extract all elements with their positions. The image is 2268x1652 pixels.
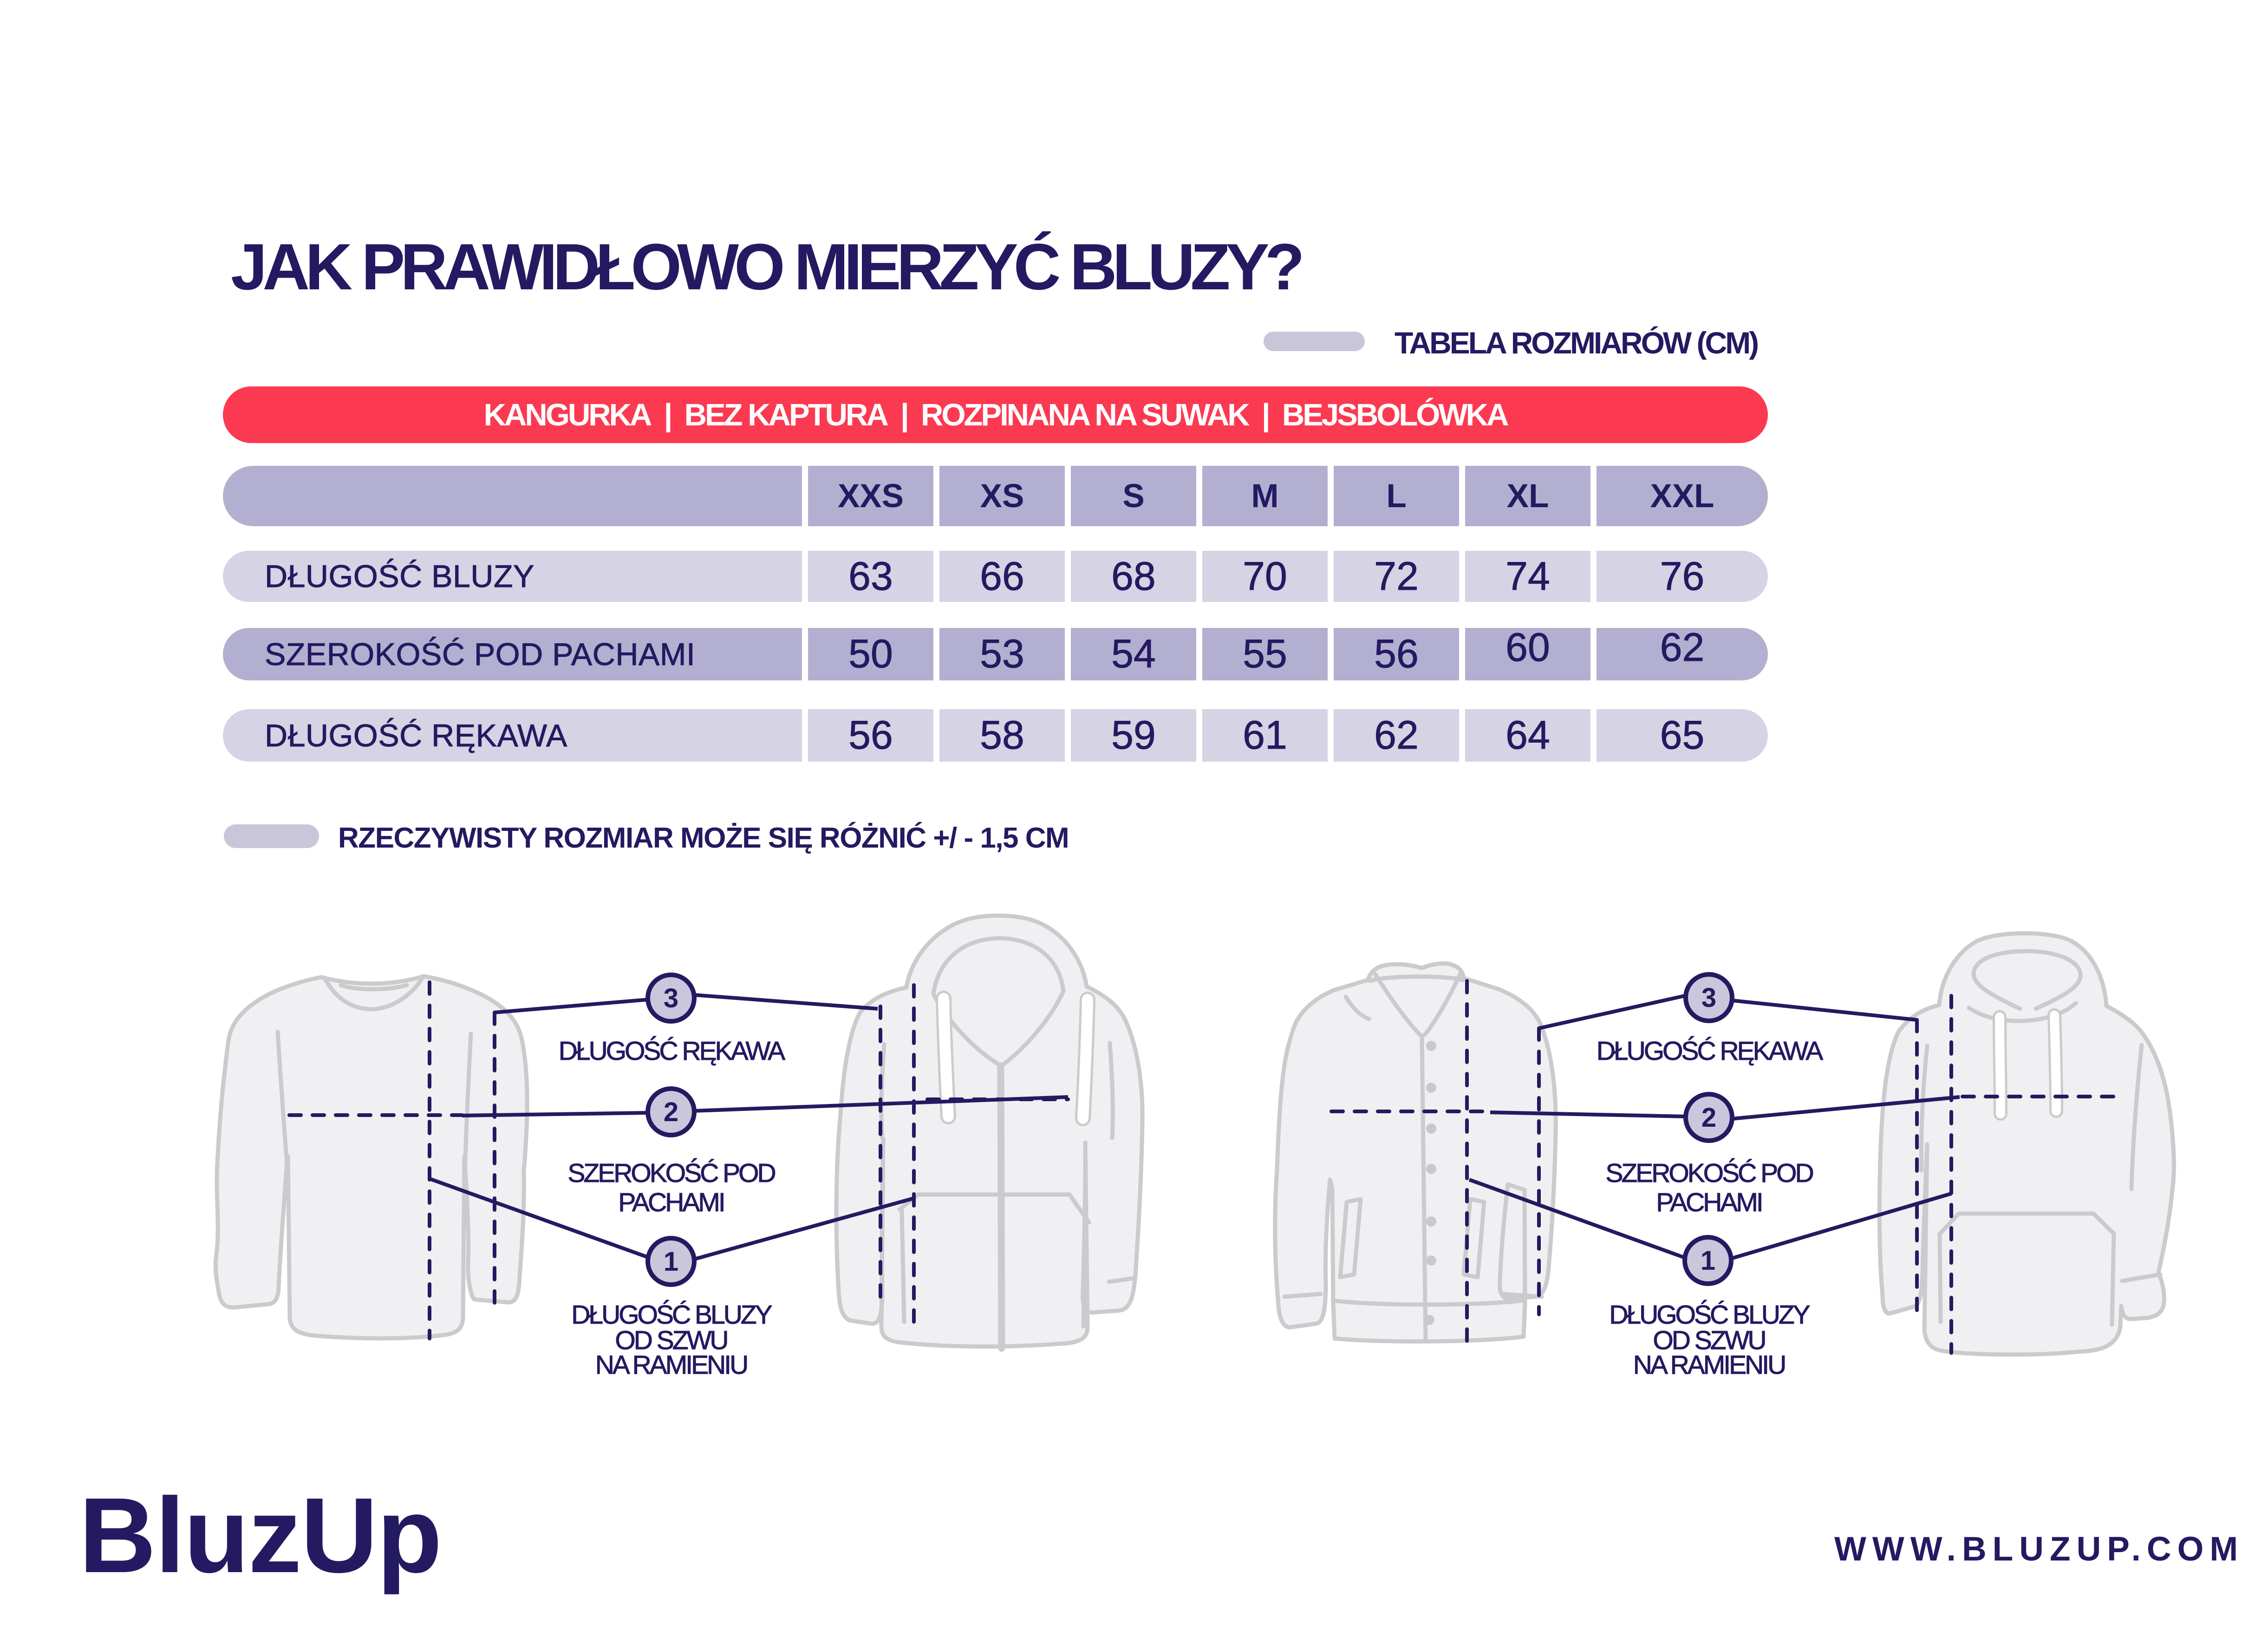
svg-text:DŁUGOŚĆ BLUZY: DŁUGOŚĆ BLUZY: [571, 1299, 772, 1330]
svg-text:1: 1: [664, 1247, 678, 1277]
svg-text:2: 2: [664, 1097, 678, 1127]
svg-text:1: 1: [1701, 1246, 1715, 1276]
svg-text:PACHAMI: PACHAMI: [1656, 1188, 1761, 1217]
svg-text:PACHAMI: PACHAMI: [618, 1188, 723, 1217]
svg-text:3: 3: [1701, 983, 1716, 1013]
svg-text:3: 3: [664, 983, 678, 1013]
svg-text:DŁUGOŚĆ RĘKAWA: DŁUGOŚĆ RĘKAWA: [559, 1036, 786, 1066]
svg-text:OD SZWU: OD SZWU: [1653, 1326, 1765, 1355]
svg-text:SZEROKOŚĆ POD: SZEROKOŚĆ POD: [567, 1158, 775, 1188]
svg-text:DŁUGOŚĆ BLUZY: DŁUGOŚĆ BLUZY: [1609, 1299, 1810, 1330]
svg-text:NA RAMIENIU: NA RAMIENIU: [595, 1350, 747, 1380]
svg-text:OD SZWU: OD SZWU: [615, 1326, 727, 1355]
svg-text:NA RAMIENIU: NA RAMIENIU: [1633, 1350, 1785, 1380]
svg-text:DŁUGOŚĆ RĘKAWA: DŁUGOŚĆ RĘKAWA: [1597, 1036, 1824, 1066]
svg-text:2: 2: [1701, 1103, 1716, 1133]
svg-text:SZEROKOŚĆ POD: SZEROKOŚĆ POD: [1605, 1158, 1813, 1188]
